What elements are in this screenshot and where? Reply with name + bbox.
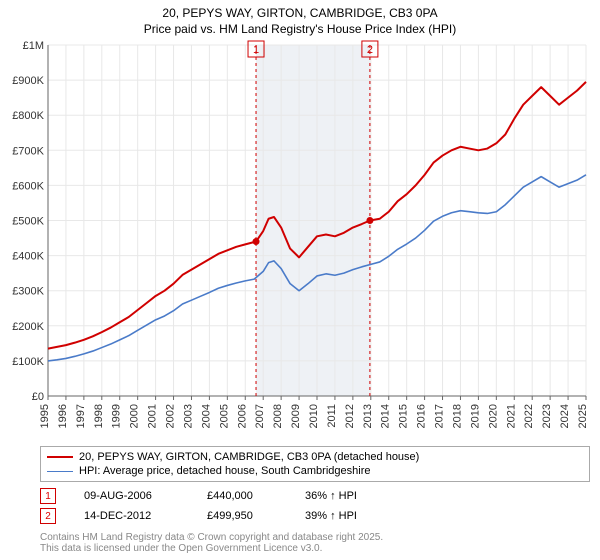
- svg-text:£0: £0: [32, 391, 44, 403]
- svg-text:£700K: £700K: [12, 145, 44, 157]
- svg-text:£100K: £100K: [12, 356, 44, 368]
- svg-text:2011: 2011: [326, 404, 338, 428]
- credit-text: Contains HM Land Registry data © Crown c…: [40, 532, 590, 554]
- svg-text:2004: 2004: [200, 404, 212, 428]
- svg-text:2001: 2001: [147, 404, 159, 428]
- svg-text:2002: 2002: [165, 404, 177, 428]
- svg-text:2003: 2003: [182, 404, 194, 428]
- svg-text:1997: 1997: [75, 404, 87, 428]
- svg-text:2: 2: [367, 44, 373, 56]
- transaction-table: 1 09-AUG-2006 £440,000 36% ↑ HPI 2 14-DEC-201…: [40, 486, 590, 526]
- svg-text:£500K: £500K: [12, 216, 44, 228]
- svg-text:2021: 2021: [505, 404, 517, 428]
- svg-text:2020: 2020: [487, 404, 499, 428]
- transaction-date: 09-AUG-2006: [84, 490, 179, 502]
- credit-line1: Contains HM Land Registry data © Crown c…: [40, 532, 590, 543]
- transaction-date: 14-DEC-2012: [84, 510, 179, 522]
- svg-text:2013: 2013: [362, 404, 374, 428]
- svg-text:1: 1: [253, 44, 259, 56]
- transaction-marker: 2: [40, 508, 56, 524]
- svg-text:2012: 2012: [344, 404, 356, 428]
- legend: 20, PEPYS WAY, GIRTON, CAMBRIDGE, CB3 0P…: [40, 446, 590, 482]
- svg-text:2024: 2024: [559, 404, 571, 428]
- svg-text:2025: 2025: [577, 404, 589, 428]
- legend-row: HPI: Average price, detached house, Sout…: [47, 464, 583, 478]
- legend-label: 20, PEPYS WAY, GIRTON, CAMBRIDGE, CB3 0P…: [79, 451, 419, 463]
- svg-text:2022: 2022: [523, 404, 535, 428]
- svg-text:£400K: £400K: [12, 251, 44, 263]
- svg-text:1998: 1998: [93, 404, 105, 428]
- title-line2: Price paid vs. HM Land Registry's House …: [0, 22, 600, 38]
- title-line1: 20, PEPYS WAY, GIRTON, CAMBRIDGE, CB3 0P…: [0, 6, 600, 22]
- transaction-delta: 39% ↑ HPI: [305, 510, 357, 522]
- svg-text:£800K: £800K: [12, 110, 44, 122]
- svg-text:1999: 1999: [111, 404, 123, 428]
- svg-text:2008: 2008: [272, 404, 284, 428]
- svg-text:2019: 2019: [469, 404, 481, 428]
- svg-text:£200K: £200K: [12, 321, 44, 333]
- transaction-row: 1 09-AUG-2006 £440,000 36% ↑ HPI: [40, 486, 590, 506]
- svg-text:£600K: £600K: [12, 181, 44, 193]
- transaction-row: 2 14-DEC-2012 £499,950 39% ↑ HPI: [40, 506, 590, 526]
- chart-title: 20, PEPYS WAY, GIRTON, CAMBRIDGE, CB3 0P…: [0, 0, 600, 37]
- svg-text:2000: 2000: [129, 404, 141, 428]
- svg-text:2006: 2006: [236, 404, 248, 428]
- transaction-delta: 36% ↑ HPI: [305, 490, 357, 502]
- svg-text:2009: 2009: [290, 404, 302, 428]
- credit-line2: This data is licensed under the Open Gov…: [40, 543, 590, 554]
- svg-text:2016: 2016: [416, 404, 428, 428]
- svg-text:2014: 2014: [380, 404, 392, 428]
- transaction-marker: 1: [40, 488, 56, 504]
- legend-swatch: [47, 471, 73, 472]
- svg-text:2005: 2005: [218, 404, 230, 428]
- svg-text:£900K: £900K: [12, 75, 44, 87]
- svg-text:2018: 2018: [451, 404, 463, 428]
- svg-text:2015: 2015: [398, 404, 410, 428]
- chart-area: £0 £100K £200K £300K £400K £500K £600K £700K £80…: [0, 37, 600, 442]
- svg-text:2007: 2007: [254, 404, 266, 428]
- svg-text:1996: 1996: [57, 404, 69, 428]
- line-chart-svg: £0 £100K £200K £300K £400K £500K £600K £700K £80…: [0, 37, 600, 442]
- legend-label: HPI: Average price, detached house, Sout…: [79, 465, 370, 477]
- svg-text:£1M: £1M: [23, 40, 44, 52]
- legend-row: 20, PEPYS WAY, GIRTON, CAMBRIDGE, CB3 0P…: [47, 450, 583, 464]
- transaction-price: £499,950: [207, 510, 277, 522]
- svg-text:2023: 2023: [541, 404, 553, 428]
- svg-text:£300K: £300K: [12, 286, 44, 298]
- transaction-price: £440,000: [207, 490, 277, 502]
- svg-text:2010: 2010: [308, 404, 320, 428]
- svg-text:1995: 1995: [39, 404, 51, 428]
- legend-swatch: [47, 456, 73, 458]
- svg-text:2017: 2017: [434, 404, 446, 428]
